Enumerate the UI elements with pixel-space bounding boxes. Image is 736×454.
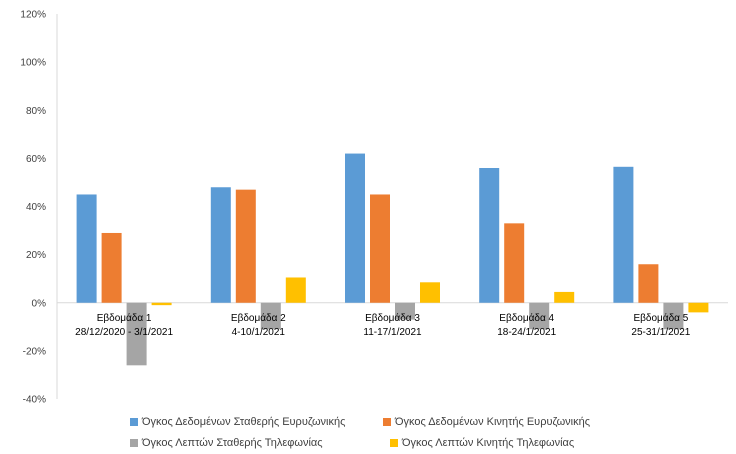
bar xyxy=(395,302,415,320)
legend-item-fixed-broadband-data: Όγκος Δεδομένων Σταθερής Ευρυζωνικής xyxy=(130,416,345,428)
x-category-label: Εβδομάδα 4 18-24/1/2021 xyxy=(497,312,556,338)
y-tick-label: 80% xyxy=(26,106,46,117)
y-tick-label: 120% xyxy=(20,10,46,21)
legend-swatch xyxy=(130,439,138,447)
legend-label: Όγκος Λεπτών Κινητής Τηλεφωνίας xyxy=(402,437,575,449)
y-tick-label: 0% xyxy=(32,298,47,309)
bar xyxy=(210,187,231,303)
bar xyxy=(420,282,440,303)
bars xyxy=(76,153,709,366)
legend-label: Όγκος Δεδομένων Σταθερής Ευρυζωνικής xyxy=(142,416,346,428)
bar xyxy=(76,194,97,303)
bar xyxy=(260,302,281,330)
category-labels: Εβδομάδα 1 28/12/2020 - 3/1/2021 Εβδομάδα … xyxy=(75,312,691,338)
y-tick-label: 40% xyxy=(26,202,46,213)
bar xyxy=(285,277,306,303)
bar xyxy=(370,194,390,303)
legend-item-fixed-telephony-minutes: Όγκος Λεπτών Σταθερής Τηλεφωνίας xyxy=(130,437,323,449)
x-category-label: Εβδομάδα 2 4-10/1/2021 xyxy=(231,312,286,338)
legend-label: Όγκος Λεπτών Σταθερής Τηλεφωνίας xyxy=(142,437,323,449)
bar xyxy=(479,168,500,303)
bar xyxy=(504,223,525,303)
bar xyxy=(345,153,365,303)
y-tick-label: -40% xyxy=(23,395,46,406)
bar xyxy=(101,232,122,303)
bar xyxy=(638,264,659,303)
x-category-label: Εβδομάδα 5 25-31/1/2021 xyxy=(631,312,690,338)
y-tick-label: 20% xyxy=(26,250,46,261)
bar xyxy=(151,302,172,306)
bar xyxy=(554,291,575,303)
bar xyxy=(663,302,684,330)
x-category-label: Εβδομάδα 3 11-17/1/2021 xyxy=(363,312,422,338)
bar xyxy=(613,166,634,303)
bar xyxy=(126,302,147,366)
legend-item-mobile-telephony-minutes: Όγκος Λεπτών Κινητής Τηλεφωνίας xyxy=(390,437,574,449)
bar xyxy=(529,302,550,330)
legend-swatch xyxy=(383,418,391,426)
legend-item-mobile-broadband-data: Όγκος Δεδομένων Κινητής Ευρυζωνικής xyxy=(383,416,590,428)
legend-label: Όγκος Δεδομένων Κινητής Ευρυζωνικής xyxy=(395,416,591,428)
bar xyxy=(235,189,256,303)
y-tick-label: -20% xyxy=(23,346,46,357)
legend-swatch xyxy=(390,439,398,447)
bar xyxy=(688,302,709,313)
legend-swatch xyxy=(130,418,138,426)
y-tick-label: 60% xyxy=(26,154,46,165)
y-tick-label: 100% xyxy=(20,58,46,69)
x-category-label: Εβδομάδα 1 28/12/2020 - 3/1/2021 xyxy=(75,312,173,338)
